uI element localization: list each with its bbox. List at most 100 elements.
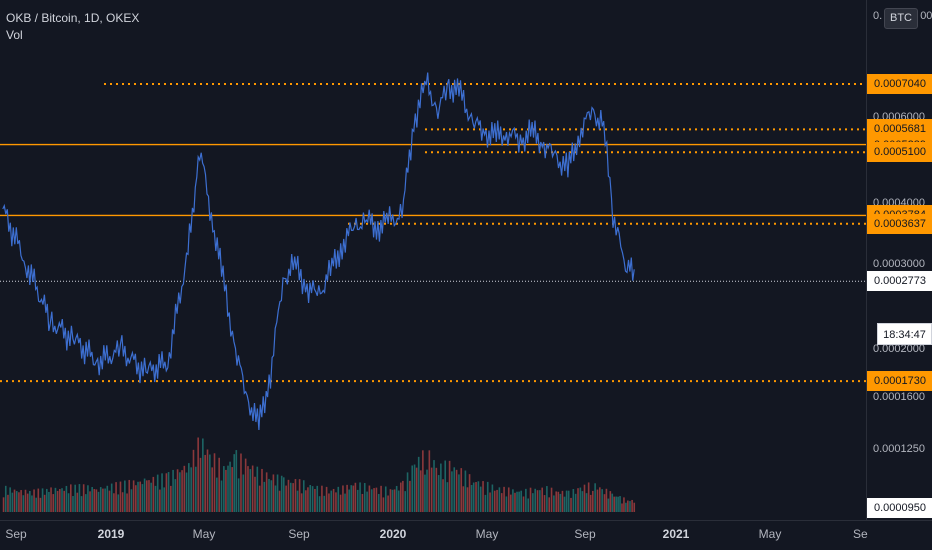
- volume-bar: [176, 469, 179, 512]
- volume-bar: [209, 454, 211, 512]
- volume-bar: [453, 467, 456, 512]
- volume-bar: [97, 491, 100, 512]
- volume-bar: [583, 484, 586, 512]
- volume-bar: [213, 453, 216, 512]
- volume-bar: [493, 490, 496, 512]
- time-tick-label: May: [758, 527, 782, 541]
- volume-bar: [370, 489, 373, 512]
- price-tick-label: 0.0001250: [873, 442, 925, 455]
- volume-bar: [302, 480, 305, 512]
- time-axis[interactable]: Sep 2019 May Sep 2020 May Sep 2021 May Se: [0, 520, 932, 550]
- volume-bar: [54, 487, 57, 512]
- volume-bar: [426, 469, 428, 512]
- volume-bar: [594, 483, 596, 512]
- volume-bar: [389, 489, 392, 512]
- time-tick-label: 2019: [97, 527, 125, 541]
- volume-bar: [161, 473, 163, 512]
- volume-bar: [24, 489, 27, 512]
- volume-bar: [529, 487, 532, 512]
- volume-bar: [444, 460, 447, 512]
- price-chart[interactable]: [0, 0, 866, 520]
- volume-bar: [59, 489, 61, 512]
- volume-bar: [466, 487, 469, 512]
- volume-bar: [337, 486, 340, 512]
- volume-bar: [346, 484, 348, 512]
- volume-bar: [522, 496, 525, 512]
- volume-bar: [141, 484, 144, 512]
- volume-bar: [128, 479, 131, 512]
- volume-bar: [625, 502, 627, 512]
- legend: OKB / Bitcoin, 1D, OKEX Vol: [6, 10, 139, 44]
- volume-bar: [318, 496, 321, 512]
- volume-bar: [126, 493, 128, 512]
- volume-bar: [455, 469, 458, 512]
- price-axis[interactable]: 0.0006000 0.0004000 0.0003000 0.0002000 0.00…: [866, 0, 932, 520]
- symbol-legend[interactable]: OKB / Bitcoin, 1D, OKEX: [6, 11, 140, 25]
- volume-bar: [150, 482, 152, 512]
- time-tick-label: Sep: [5, 527, 27, 541]
- time-tick-label: Sep: [288, 527, 310, 541]
- volume-bar: [69, 484, 72, 512]
- volume-bar: [282, 477, 285, 512]
- volume-bar: [50, 487, 52, 512]
- volume-bar: [344, 493, 346, 512]
- volume-bar: [227, 465, 229, 512]
- volume-bar: [574, 493, 577, 512]
- volume-bar: [397, 490, 400, 512]
- volume-bar: [472, 482, 475, 512]
- volume-bar: [108, 490, 111, 512]
- volume-bar: [623, 497, 625, 512]
- volume-bar: [156, 474, 159, 512]
- volume-bar: [43, 494, 46, 512]
- volume-bar: [199, 457, 202, 512]
- volume-bar: [4, 485, 7, 512]
- volume-bar: [559, 493, 562, 512]
- volume-legend[interactable]: Vol: [6, 28, 23, 42]
- volume-bar: [581, 491, 584, 512]
- volume-bar: [280, 475, 283, 512]
- volume-bar: [536, 490, 539, 512]
- volume-bar: [89, 491, 91, 512]
- volume-bar: [298, 479, 301, 512]
- volume-bar: [486, 481, 489, 512]
- volume-bar: [87, 485, 89, 512]
- volume-bar: [335, 492, 337, 512]
- volume-bar: [195, 466, 197, 512]
- volume-bar: [132, 480, 135, 512]
- volume-bar: [548, 497, 551, 512]
- volume-bar: [613, 496, 616, 512]
- chart-pane[interactable]: OKB / Bitcoin, 1D, OKEX Vol: [0, 0, 866, 520]
- volume-bar: [585, 493, 588, 512]
- volume-bar: [99, 487, 102, 512]
- volume-bar: [368, 485, 371, 512]
- volume-bar: [348, 489, 350, 512]
- volume-bar: [462, 486, 465, 512]
- volume-bar: [342, 485, 344, 512]
- price-line: [2, 72, 635, 431]
- volume-bar: [446, 482, 449, 512]
- volume-bar: [235, 450, 238, 512]
- volume-bar: [363, 483, 366, 512]
- currency-button[interactable]: BTC: [884, 8, 918, 29]
- volume-bar: [163, 487, 166, 512]
- volume-bar: [615, 496, 617, 512]
- volume-bar: [113, 493, 115, 512]
- volume-bar: [460, 468, 463, 512]
- volume-bar: [621, 503, 623, 512]
- level-price-label: 0.0001730: [867, 371, 932, 392]
- volume-bar: [350, 485, 353, 512]
- volume-bar: [289, 482, 292, 512]
- volume-bar: [11, 492, 14, 512]
- volume-bar: [80, 496, 83, 512]
- volume-bar: [63, 490, 66, 512]
- volume-bar: [359, 482, 361, 512]
- volume-bar: [249, 469, 252, 512]
- volume-bar: [82, 484, 85, 512]
- volume-bar: [93, 489, 96, 512]
- volume-bar: [491, 484, 494, 512]
- volume-bar: [37, 488, 40, 512]
- volume-bar: [512, 489, 514, 512]
- price-tick-label: 0.0001600: [873, 390, 925, 403]
- volume-bar: [404, 491, 407, 512]
- volume-bar: [256, 466, 259, 512]
